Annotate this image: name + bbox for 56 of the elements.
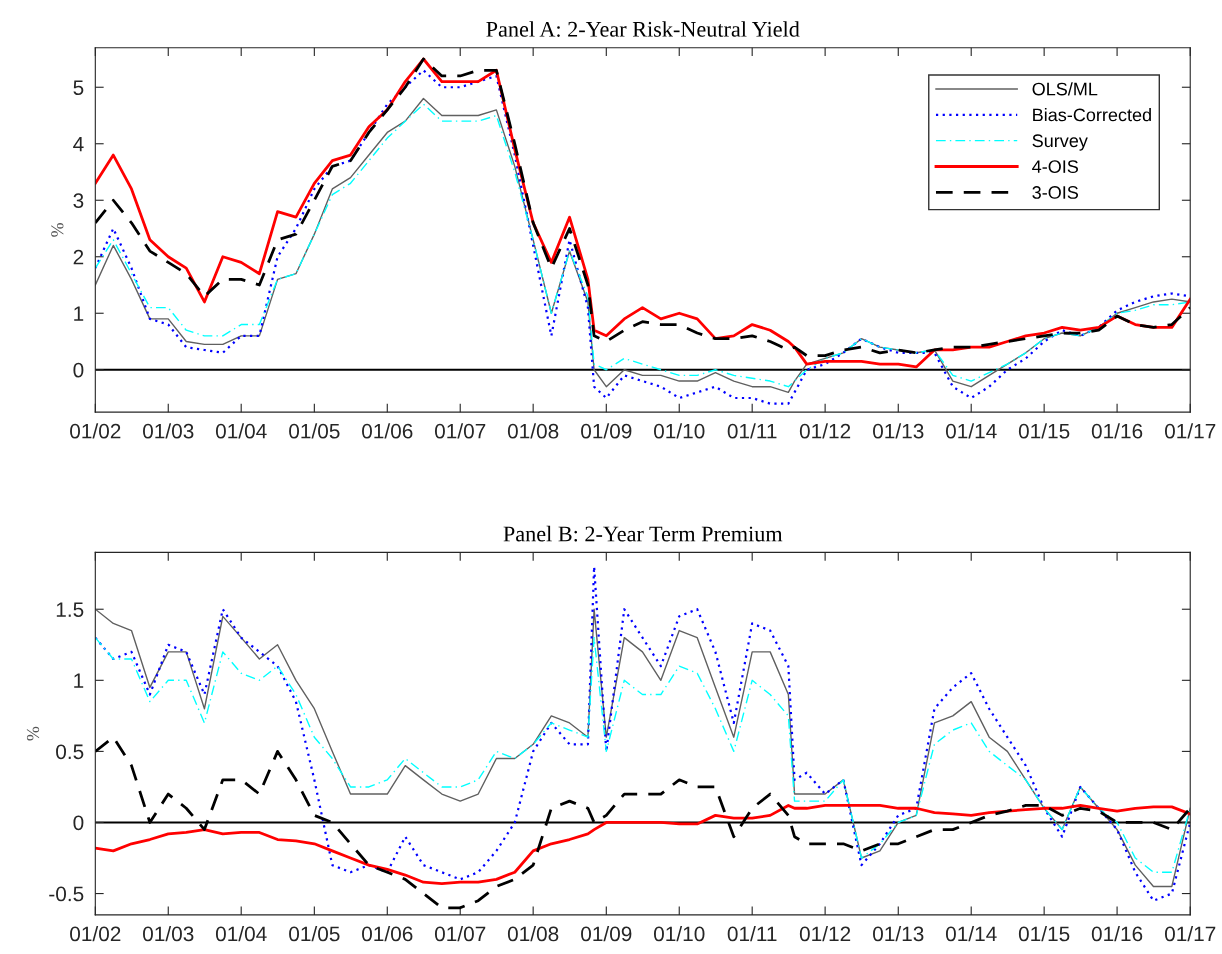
legend-label: 3-OIS [1032, 186, 1078, 199]
y-tick-label: 0.5 [56, 744, 84, 760]
x-tick-label: 01/12 [799, 926, 851, 942]
x-tick-label: 01/17 [1164, 926, 1216, 942]
y-tick-label: 3 [73, 193, 84, 209]
x-tick-label: 01/14 [945, 926, 997, 942]
x-tick-label: 01/13 [873, 926, 924, 942]
x-tick-label: 01/09 [581, 423, 632, 439]
x-tick-label: 01/05 [289, 423, 340, 439]
legend-label: Bias-Corrected [1033, 108, 1151, 122]
x-tick-label: 01/14 [945, 423, 997, 439]
y-tick-label: 1 [74, 673, 84, 688]
y-tick-label: 2 [73, 249, 84, 265]
line-series [95, 608, 1191, 888]
x-tick-label: 01/12 [799, 423, 851, 439]
x-tick-label: 01/08 [507, 423, 559, 439]
x-tick-label: 01/10 [653, 926, 705, 942]
x-tick-label: 01/16 [1091, 926, 1143, 942]
x-tick-label: 01/15 [1018, 423, 1070, 439]
x-tick-label: 01/07 [434, 926, 486, 942]
x-tick-label: 01/16 [1091, 423, 1143, 439]
x-tick-label: 01/15 [1018, 926, 1070, 942]
x-tick-label: 01/11 [727, 926, 777, 942]
x-tick-label: 01/02 [70, 926, 121, 942]
x-tick-label: 01/05 [289, 926, 340, 942]
x-tick-label: 01/07 [434, 423, 486, 439]
x-tick-label: 01/06 [362, 926, 413, 942]
chart-title: Panel A: 2-Year Risk-Neutral Yield [486, 21, 800, 37]
y-tick-label: 0 [73, 362, 84, 378]
x-tick-label: 01/03 [143, 423, 194, 439]
x-tick-label: 01/17 [1164, 423, 1216, 439]
line-series [95, 804, 1191, 885]
legend-label: 4-OIS [1032, 160, 1078, 174]
x-tick-label: 01/11 [727, 423, 777, 439]
legend-label: OLS/ML [1032, 82, 1098, 96]
x-tick-label: 01/13 [873, 423, 924, 439]
x-tick-label: 01/04 [215, 926, 267, 942]
y-axis-title: % [51, 223, 64, 237]
x-tick-label: 01/03 [143, 926, 194, 942]
line-series [95, 636, 1191, 873]
x-tick-label: 01/08 [507, 926, 559, 942]
x-tick-label: 01/02 [70, 423, 121, 439]
y-tick-label: 1.5 [56, 602, 84, 617]
y-tick-label: 4 [73, 136, 84, 152]
y-tick-label: -0.5 [49, 886, 84, 902]
x-tick-label: 01/06 [362, 423, 413, 439]
y-axis-title: % [26, 726, 40, 741]
legend-label: Survey [1032, 134, 1088, 151]
y-tick-label: 1 [74, 306, 84, 321]
y-tick-label: 0 [73, 815, 84, 831]
y-tick-label: 5 [73, 80, 84, 95]
chart-title: Panel B: 2-Year Term Premium [503, 525, 783, 542]
x-tick-label: 01/09 [581, 926, 632, 942]
x-tick-label: 01/10 [653, 423, 705, 439]
line-series [95, 565, 1191, 902]
x-tick-label: 01/04 [215, 423, 267, 439]
